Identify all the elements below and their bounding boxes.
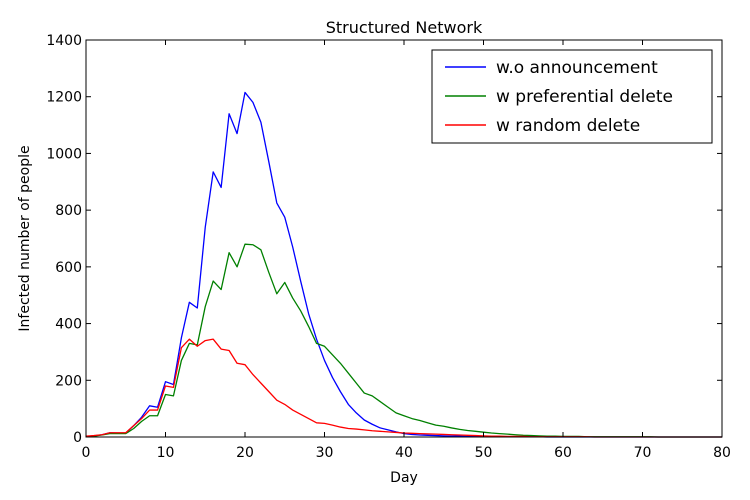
chart-title: Structured Network (326, 18, 483, 37)
series-line-0 (85, 91, 722, 438)
y-tick-label: 800 (55, 203, 82, 219)
y-axis-title: Infected number of people (17, 145, 33, 331)
x-tick-label: 10 (157, 445, 175, 461)
legend-label-wo-announcement: w.o announcement (496, 58, 658, 78)
x-tick-label: 50 (475, 445, 493, 461)
x-axis-title: Day (390, 470, 418, 486)
y-tick-label: 600 (55, 260, 82, 276)
x-tick-label: 80 (713, 445, 731, 461)
y-tick-label: 200 (55, 373, 82, 389)
y-tick-label: 0 (73, 430, 82, 446)
y-tick-label: 1000 (46, 146, 82, 162)
x-tick-label: 60 (554, 445, 572, 461)
x-tick-label: 0 (82, 445, 91, 461)
x-tick-label: 20 (236, 445, 254, 461)
y-tick-label: 1200 (46, 90, 82, 106)
legend: w.o announcement w preferential delete w… (431, 49, 713, 144)
x-tick-label: 30 (316, 445, 334, 461)
legend-label-w-preferential-delete: w preferential delete (496, 87, 673, 107)
y-tick-label: 1400 (46, 33, 82, 49)
series-line-2 (85, 338, 722, 438)
y-tick-label: 400 (55, 317, 82, 333)
x-tick-label: 70 (634, 445, 652, 461)
x-tick-label: 40 (395, 445, 413, 461)
legend-label-w-random-delete: w random delete (496, 116, 640, 136)
